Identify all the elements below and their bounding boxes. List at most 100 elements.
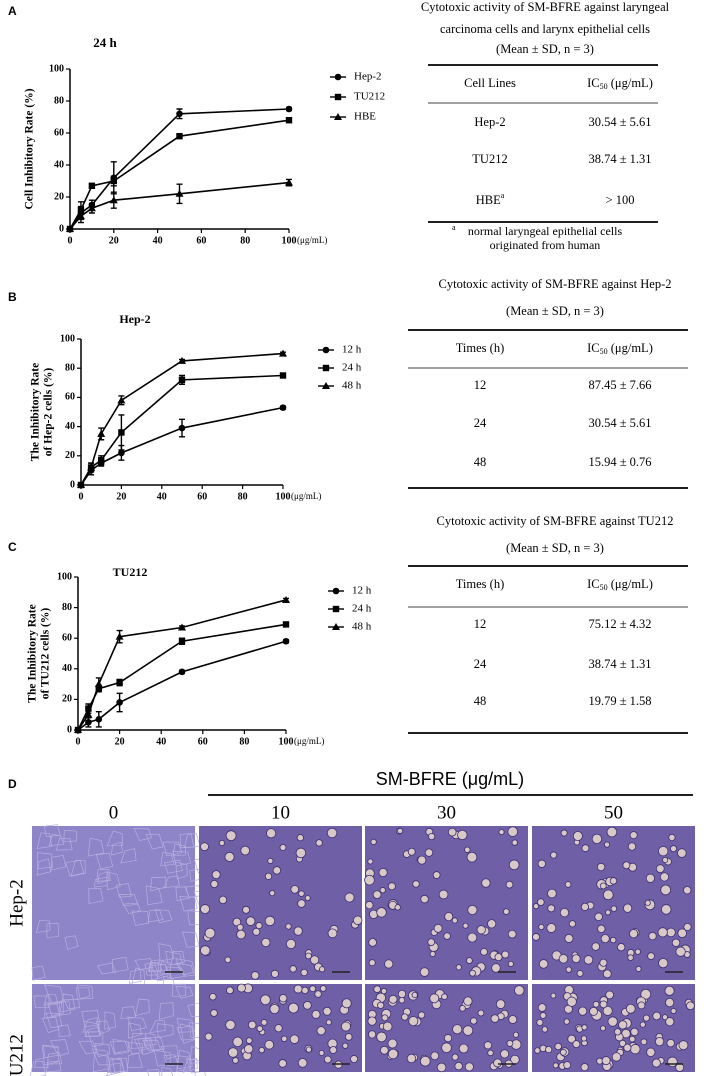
round-cell [581, 1024, 588, 1031]
round-cell [547, 904, 556, 913]
round-cell [558, 954, 569, 964]
round-cell [564, 933, 574, 943]
round-cell [269, 1004, 280, 1015]
round-cell [279, 843, 287, 851]
round-cell [419, 967, 430, 977]
cell-outline [172, 850, 192, 867]
round-cell [652, 1011, 661, 1021]
round-cell [311, 1009, 321, 1019]
round-cell [599, 958, 608, 967]
cell-outline [63, 999, 80, 1009]
round-cell [376, 907, 387, 918]
round-cell [487, 919, 497, 929]
data-point [74, 726, 82, 733]
micrograph [32, 826, 195, 980]
round-cell [623, 1043, 632, 1052]
round-cell [660, 884, 672, 896]
round-cell [236, 923, 244, 931]
round-cell [430, 1051, 440, 1061]
round-cell [236, 929, 246, 940]
round-cell [462, 922, 469, 929]
round-cell [537, 898, 545, 906]
data-point [176, 110, 183, 118]
round-cell [502, 908, 510, 915]
round-cell [322, 1006, 332, 1016]
round-cell [441, 1042, 452, 1054]
round-cell [380, 988, 388, 995]
round-cell [285, 939, 296, 950]
round-cell [394, 904, 401, 911]
round-cell [289, 965, 297, 973]
round-cell [568, 920, 577, 928]
data-point [95, 715, 103, 723]
round-cell [436, 1062, 447, 1073]
round-cell [538, 923, 545, 931]
round-cell [298, 890, 305, 897]
round-cell [659, 872, 670, 882]
cell-outline [115, 883, 132, 898]
x-tick-label: 20 [109, 235, 119, 246]
table-cell: Cell Lines [464, 76, 516, 90]
cell-outline [118, 893, 139, 907]
round-cell [580, 1063, 589, 1072]
y-axis-label: The Inhibitory Rate [30, 363, 42, 461]
cell-outline [182, 1058, 198, 1073]
legend-label: 12 h [342, 344, 362, 356]
legend-marker [322, 364, 330, 372]
x-tick-label: 80 [240, 235, 250, 246]
cell-outline [45, 1012, 63, 1029]
cell-outline [55, 837, 73, 851]
round-cell [447, 827, 457, 837]
round-cell [224, 956, 232, 964]
cell-outline [77, 984, 94, 1000]
round-cell [578, 1006, 588, 1016]
y-tick-label: 60 [54, 127, 64, 138]
round-cell [610, 936, 617, 944]
round-cell [505, 880, 514, 889]
round-cell [225, 1019, 236, 1031]
round-cell [397, 827, 404, 834]
round-cell [646, 1047, 656, 1057]
round-cell [495, 999, 506, 1009]
column-label: 30 [437, 802, 456, 823]
round-cell [550, 851, 558, 859]
round-cell [242, 905, 250, 914]
table-cell: 12 [474, 617, 487, 631]
round-cell [500, 1049, 510, 1059]
round-cell [458, 1043, 469, 1054]
table-cell: 75.12 ± 4.32 [588, 617, 651, 631]
round-cell [592, 1000, 600, 1008]
cell-outline [145, 833, 164, 850]
cell-outline [76, 987, 91, 1000]
cell-outline [134, 958, 154, 970]
round-cell [303, 1001, 312, 1010]
round-cell [605, 909, 611, 916]
data-point [285, 105, 293, 113]
cell-text: (μg/mL) [608, 76, 653, 90]
cell-outline [83, 1020, 102, 1037]
superscript: a [501, 191, 505, 200]
subscript: 50 [600, 347, 608, 356]
cell-text: HBE [476, 193, 501, 207]
cell-outline [158, 1002, 174, 1020]
legend-marker [322, 346, 330, 354]
round-cell [665, 1017, 675, 1027]
round-cell [591, 833, 603, 845]
round-cell [258, 1046, 265, 1054]
round-cell [200, 842, 209, 852]
round-cell [243, 1044, 254, 1054]
x-tick-label: 0 [76, 736, 81, 747]
round-cell [281, 1035, 288, 1043]
round-cell [581, 844, 590, 853]
round-cell [466, 851, 478, 863]
round-cell [438, 889, 449, 900]
y-tick-label: 80 [62, 602, 72, 613]
y-tick-label: 20 [62, 694, 72, 705]
cell-outline [144, 962, 159, 976]
round-cell [602, 889, 614, 901]
legend-marker [332, 605, 340, 613]
y-axis-label: The Inhibitory Rate [27, 604, 39, 702]
data-point [279, 372, 287, 379]
round-cell [686, 1001, 695, 1011]
data-point [178, 668, 186, 676]
